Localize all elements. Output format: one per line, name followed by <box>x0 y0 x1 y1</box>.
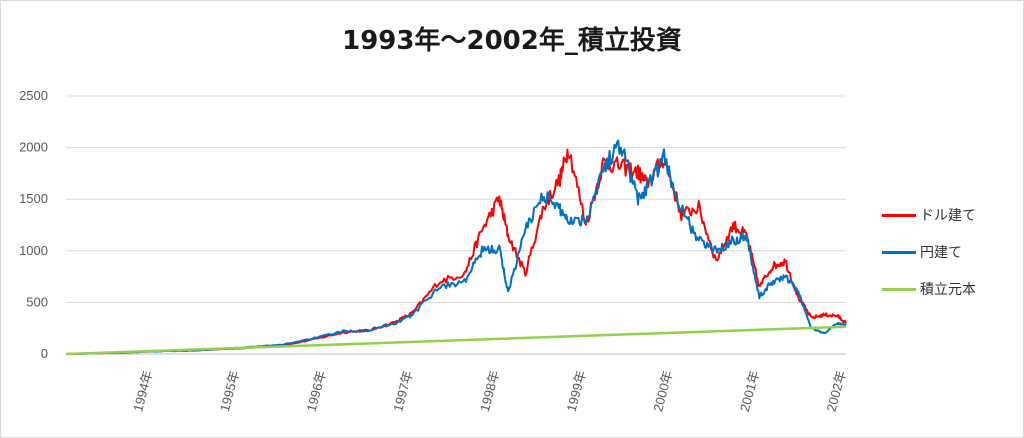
legend-item-principal: 積立元本 <box>882 280 976 298</box>
legend-label-dollar: ドル建て <box>920 208 976 224</box>
legend-swatch-principal <box>882 287 916 291</box>
x-tick-label: 1997年 <box>390 369 415 413</box>
y-tick-label: 0 <box>41 346 48 361</box>
x-tick-label: 1996年 <box>304 369 329 413</box>
x-tick-label: 1994年 <box>130 369 155 413</box>
legend-label-principal: 積立元本 <box>920 282 976 298</box>
series-line-2 <box>65 325 847 356</box>
legend-item-yen: 円建て <box>882 243 976 261</box>
y-tick-label: 500 <box>26 294 48 309</box>
x-tick-label: 2000年 <box>650 369 675 413</box>
x-tick-label: 1999年 <box>564 369 589 413</box>
x-tick-label: 1998年 <box>477 369 502 413</box>
y-tick-label: 2000 <box>19 140 48 155</box>
y-tick-label: 1000 <box>19 243 48 258</box>
chart-title: 1993年〜2002年_積立投資 <box>342 26 682 56</box>
x-tick-label: 2001年 <box>737 369 762 413</box>
x-tick-label: 1995年 <box>217 369 242 413</box>
series-line-1 <box>66 139 847 355</box>
legend: ドル建て 円建て 積立元本 <box>882 206 976 317</box>
legend-label-yen: 円建て <box>920 245 962 261</box>
x-tick-label: 2002年 <box>824 369 849 413</box>
legend-swatch-yen <box>882 250 916 254</box>
series-line-0 <box>65 148 847 355</box>
legend-swatch-dollar <box>882 213 916 217</box>
legend-item-dollar: ドル建て <box>882 206 976 224</box>
y-tick-label: 1500 <box>19 191 48 206</box>
y-tick-label: 2500 <box>19 88 48 103</box>
